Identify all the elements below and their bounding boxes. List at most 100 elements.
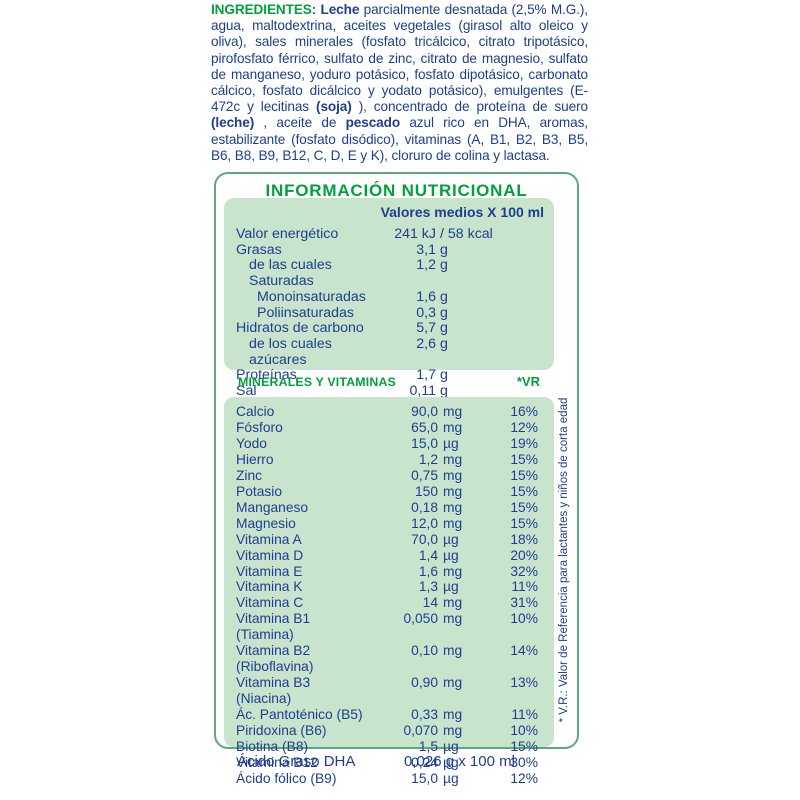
row-value: 70,0 [411,531,438,547]
row-unit: g [440,304,448,321]
ingredients-segment: INGREDIENTES: [211,2,321,17]
row-vr-percent: 15% [510,451,538,467]
row-unit: mg [443,675,463,691]
row-unit: µg [443,531,459,547]
row-unit: µg [443,754,459,770]
row-label: Biotina (B8) [236,739,309,755]
row-vr-percent: 15% [510,515,538,531]
row-label: Manganeso [236,499,309,515]
row-value: 1,6 [416,288,436,305]
row-vr-percent: 14% [510,643,538,659]
row-unit: µg [443,547,459,563]
mineral-row: Ác. Pantoténico (B5) 0,33 mg 11% [236,707,546,723]
row-vr-percent: 13% [510,675,538,691]
row-value: 0,24 [411,754,438,770]
ingredients-segment: parcialmente desnatada (2,5% M.G.), agua… [211,2,588,115]
row-value: 1,2 [418,451,438,467]
row-label: Valor energético [236,226,339,242]
row-label: Zinc [236,467,263,483]
row-value: 0,070 [403,723,438,739]
row-label: Vitamina B1 (Tiamina) [236,611,311,643]
row-unit: g [440,320,448,337]
mineral-row: Vitamina A 70,0 µg 18% [236,532,546,548]
row-vr-percent: 10% [510,723,538,739]
row-label: Yodo [236,435,267,451]
row-unit: mg [443,515,463,531]
mineral-row: Vitamina E 1,6 mg 32% [236,564,546,580]
row-value: 1,4 [418,547,438,563]
mineral-row: Yodo 15,0 µg 19% [236,436,546,452]
row-unit: µg [443,435,459,451]
row-unit: g [440,335,448,352]
mineral-row: Vitamina B1 (Tiamina) 0,050 mg 10% [236,611,546,643]
minerals-section-header: MINERALES Y VITAMINAS *VR [238,374,540,389]
row-label: de las cuales Saturadas [249,257,332,290]
row-label: Magnesio [236,515,296,531]
nutrition-row: de las cuales Saturadas 1,2 g [236,257,546,290]
mineral-row: Vitamina C 14 mg 31% [236,595,546,611]
vr-note-text: * V.R.: Valor de Referencia para lactant… [558,397,570,723]
row-unit: µg [443,739,459,755]
ingredients-segment: ), concentrado de proteína de suero [358,99,588,115]
row-value: 0,3 [416,304,436,321]
row-unit: mg [443,451,463,467]
mineral-row: Fósforo 65,0 mg 12% [236,420,546,436]
row-label: Vitamina B12 [236,754,318,770]
row-value: 15,0 [411,435,438,451]
mineral-row: Potasio 150 mg 15% [236,484,546,500]
row-value: 65,0 [411,419,438,435]
row-vr-percent: 15% [510,483,538,499]
row-vr-percent: 10% [510,611,538,627]
row-value: 1,7 [416,367,436,384]
row-value: 0,050 [403,611,438,627]
nutrition-row: Poliinsaturadas 0,3 g [236,304,546,322]
mineral-row: Hierro 1,2 mg 15% [236,452,546,468]
row-value: 0,75 [411,467,438,483]
row-vr-percent: 15% [510,467,538,483]
row-unit: mg [443,611,463,627]
row-value: 0,18 [411,499,438,515]
row-label: Hidratos de carbono [236,320,364,337]
row-label: Hierro [236,451,274,467]
row-unit: g [440,257,448,274]
mineral-row: Vitamina B3 (Niacina) 0,90 mg 13% [236,675,546,707]
row-label: Vitamina C [236,595,304,611]
row-label: Potasio [236,483,283,499]
values-header: Valores medios X 100 ml [380,204,544,220]
ingredients-segment: pescado [345,115,401,131]
nutrition-row: Proteínas 1,7 g [236,368,546,384]
row-vr-percent: 16% [510,404,538,419]
row-value: 0,11 [409,383,436,400]
row-unit: µg [443,579,459,595]
vr-note: * V.R.: Valor de Referencia para lactant… [553,374,575,746]
row-unit: mg [443,483,463,499]
mineral-row: Vitamina K 1,3 µg 11% [236,579,546,595]
row-unit: g [440,288,448,305]
row-value: 15,0 [411,770,438,786]
row-value: 241 kJ [394,226,436,242]
values-panel: Valores medios X 100 ml Valor energético… [224,198,554,399]
mineral-row: Piridoxina (B6) 0,070 mg 10% [236,723,546,739]
row-value: 14 [422,595,438,611]
nutrition-title: INFORMACIÓN NUTRICIONAL [265,181,528,200]
row-label: Vitamina K [236,579,303,595]
row-label: Monoinsaturadas [257,288,366,305]
nutrition-row: Grasas 3,1 g [236,241,546,259]
row-label: Proteínas [236,367,297,384]
ingredients-segment: , aceite de [263,115,346,131]
row-value: 3,1 [416,241,436,258]
row-unit: mg [443,723,463,739]
row-unit: g [440,241,448,258]
mineral-row: Vitamina D 1,4 µg 20% [236,548,546,564]
row-label: Piridoxina (B6) [236,723,327,739]
ingredients-segment: (soja) [316,99,352,115]
ingredients-segment: (leche) [211,115,255,131]
row-value: 90,0 [411,404,438,419]
nutrition-row: Hidratos de carbono 5,7 g [236,321,546,337]
row-unit: mg [443,563,463,579]
row-value: 0,33 [411,707,438,723]
row-unit: g [440,383,448,400]
row-value: 1,3 [418,579,438,595]
row-value: 12,0 [411,515,438,531]
